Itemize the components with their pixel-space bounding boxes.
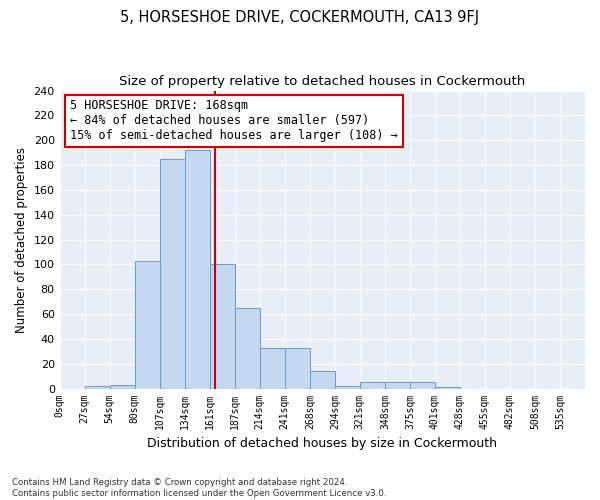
Bar — [185, 150, 210, 388]
Bar — [335, 386, 360, 388]
Bar — [210, 264, 235, 388]
Bar — [310, 371, 335, 388]
Bar — [385, 382, 410, 388]
Bar — [410, 382, 435, 388]
Bar — [160, 159, 185, 388]
Bar — [85, 386, 110, 388]
Bar — [135, 260, 160, 388]
Bar — [260, 348, 285, 389]
Text: Contains HM Land Registry data © Crown copyright and database right 2024.
Contai: Contains HM Land Registry data © Crown c… — [12, 478, 386, 498]
Bar — [360, 382, 385, 388]
Bar — [285, 348, 310, 389]
X-axis label: Distribution of detached houses by size in Cockermouth: Distribution of detached houses by size … — [148, 437, 497, 450]
Title: Size of property relative to detached houses in Cockermouth: Size of property relative to detached ho… — [119, 75, 526, 88]
Bar — [110, 385, 135, 388]
Text: 5, HORSESHOE DRIVE, COCKERMOUTH, CA13 9FJ: 5, HORSESHOE DRIVE, COCKERMOUTH, CA13 9F… — [121, 10, 479, 25]
Text: 5 HORSESHOE DRIVE: 168sqm
← 84% of detached houses are smaller (597)
15% of semi: 5 HORSESHOE DRIVE: 168sqm ← 84% of detac… — [70, 100, 398, 142]
Y-axis label: Number of detached properties: Number of detached properties — [15, 146, 28, 332]
Bar — [235, 308, 260, 388]
